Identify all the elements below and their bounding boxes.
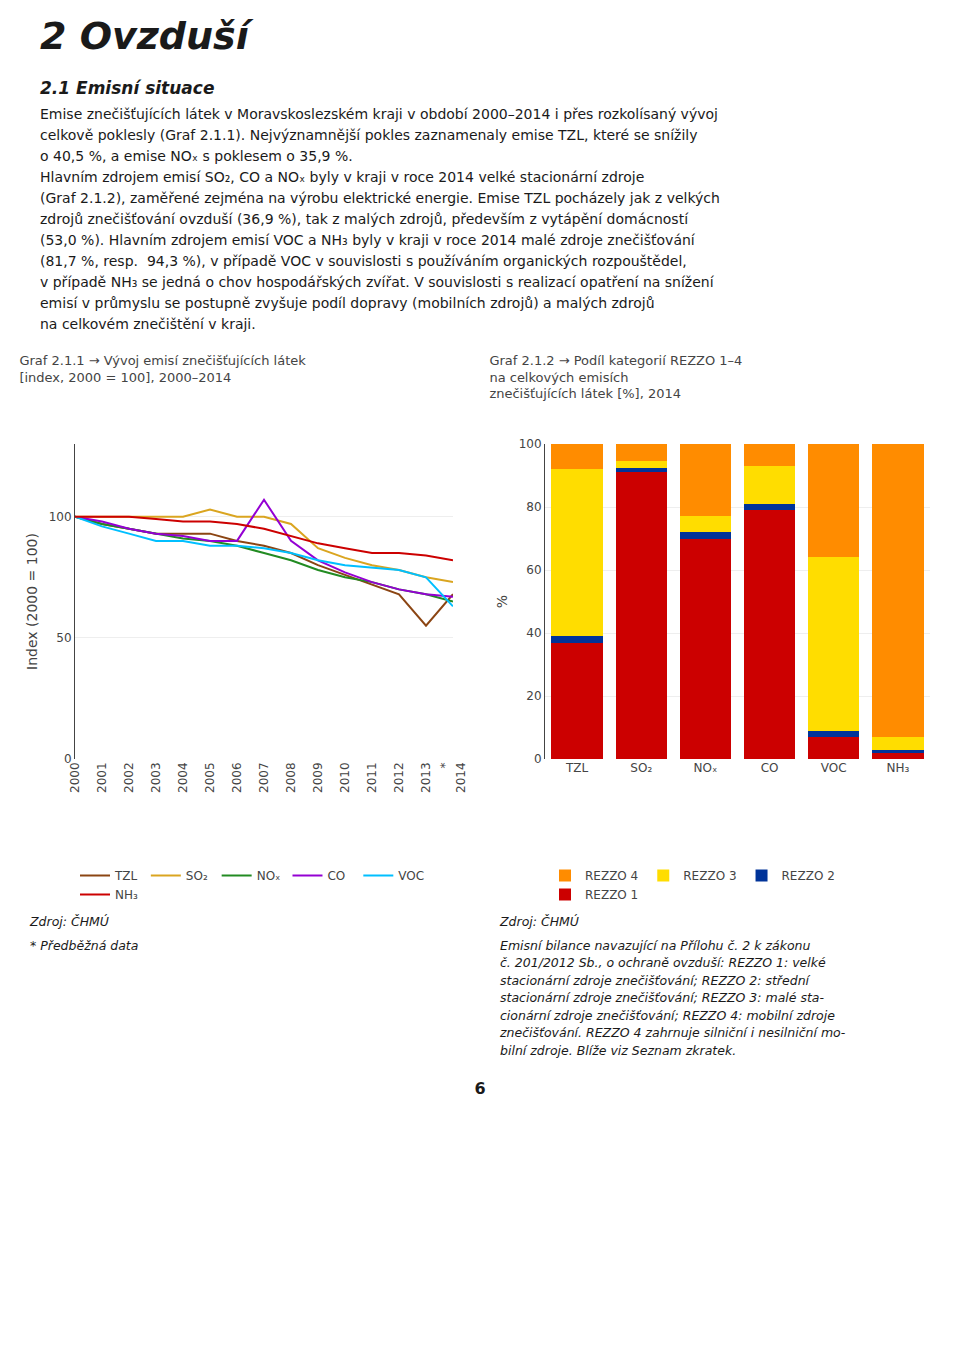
svg-text:0: 0 (534, 752, 542, 766)
svg-text:50: 50 (56, 631, 71, 645)
svg-text:40: 40 (526, 626, 541, 640)
svg-text:VOC: VOC (821, 761, 847, 775)
html-text:6: 6 (474, 1079, 486, 1098)
svg-text:80: 80 (526, 500, 541, 514)
svg-text:Index (2000 = 100): Index (2000 = 100) (24, 533, 40, 670)
html-text:2.1 Emisní situace: 2.1 Emisní situace (40, 78, 215, 98)
svg-text:REZZO 4: REZZO 4 (585, 869, 638, 883)
svg-text:100: 100 (519, 437, 542, 451)
svg-text:SO₂: SO₂ (630, 761, 652, 775)
svg-text:NOₓ: NOₓ (694, 761, 718, 775)
svg-text:REZZO 1: REZZO 1 (585, 888, 638, 902)
svg-text:2001: 2001 (95, 762, 109, 793)
svg-text:2006: 2006 (230, 762, 244, 793)
svg-text:NH₃: NH₃ (887, 761, 910, 775)
html-text:Zdroj: ČHMÚ: Zdroj: ČHMÚ (30, 914, 109, 929)
svg-text:20: 20 (526, 689, 541, 703)
html-text:Emise znečišťujících látek v M: Emise znečišťujících látek v Moravskosle… (40, 106, 720, 332)
svg-text:0: 0 (64, 752, 72, 766)
svg-text:*2014: *2014 (438, 762, 468, 793)
svg-text:REZZO 2: REZZO 2 (782, 869, 835, 883)
svg-text:2003: 2003 (149, 762, 163, 793)
svg-text:2013: 2013 (419, 762, 433, 793)
svg-text:TZL: TZL (565, 761, 589, 775)
svg-text:2000: 2000 (68, 762, 82, 793)
svg-text:2008: 2008 (284, 762, 298, 793)
svg-text:2004: 2004 (176, 762, 190, 793)
svg-text:SO₂: SO₂ (186, 869, 208, 883)
svg-text:Graf 2.1.1 → Vývoj emisí zneči: Graf 2.1.1 → Vývoj emisí znečišťujících … (19, 353, 306, 385)
svg-text:Graf 2.1.2 → Podíl kategorií R: Graf 2.1.2 → Podíl kategorií REZZO 1–4na… (489, 353, 742, 402)
svg-text:100: 100 (49, 510, 72, 524)
svg-text:CO: CO (327, 869, 345, 883)
svg-text:CO: CO (761, 761, 779, 775)
html-text:Zdroj: ČHMÚ: Zdroj: ČHMÚ (500, 914, 579, 929)
svg-text:NOₓ: NOₓ (257, 869, 281, 883)
svg-text:2009: 2009 (311, 762, 325, 793)
svg-text:VOC: VOC (398, 869, 424, 883)
svg-text:2007: 2007 (257, 762, 271, 793)
svg-text:2012: 2012 (392, 762, 406, 793)
svg-text:2002: 2002 (122, 762, 136, 793)
svg-text:2010: 2010 (338, 762, 352, 793)
svg-text:NH₃: NH₃ (115, 888, 138, 902)
svg-text:REZZO 3: REZZO 3 (683, 869, 736, 883)
svg-text:TZL: TZL (114, 869, 138, 883)
html-text:Emisní bilance navazující na P: Emisní bilance navazující na Přílohu č. … (500, 937, 846, 1058)
svg-text:2011: 2011 (365, 762, 379, 793)
svg-text:%: % (494, 595, 510, 608)
html-text:* Předběžná data: * Předběžná data (30, 937, 139, 953)
html-text:2 Ovzduší: 2 Ovzduší (40, 14, 249, 58)
svg-text:60: 60 (526, 563, 541, 577)
svg-text:2005: 2005 (203, 762, 217, 793)
